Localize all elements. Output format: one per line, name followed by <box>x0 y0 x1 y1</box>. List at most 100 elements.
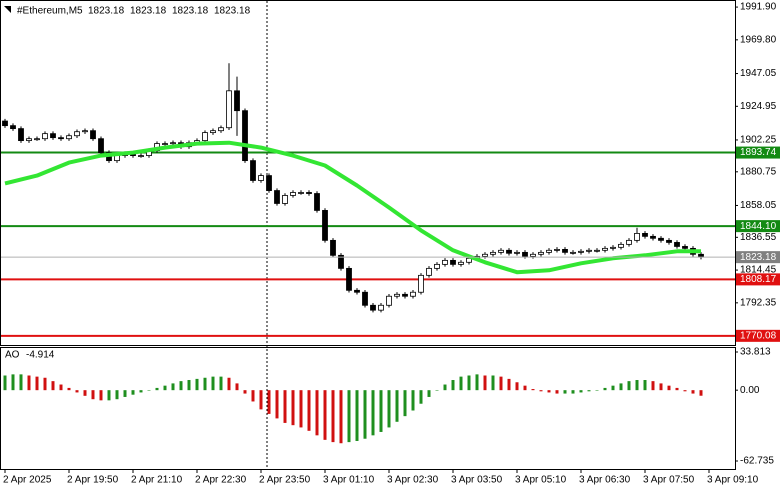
ao-bar <box>627 381 631 391</box>
ao-bar <box>699 390 703 396</box>
ao-bar <box>187 380 191 391</box>
candle-body <box>314 193 320 211</box>
candle-body <box>282 195 288 204</box>
ao-bar <box>675 387 679 391</box>
ao-bar <box>683 390 687 392</box>
candle-body <box>618 243 624 248</box>
ao-tick-label: 33.813 <box>740 347 771 358</box>
x-tick-label: 3 Apr 06:30 <box>579 475 631 486</box>
moving-average <box>4 140 701 275</box>
ao-bar <box>203 377 207 391</box>
ao-bar <box>339 390 343 444</box>
x-tick-label: 3 Apr 02:30 <box>387 475 439 486</box>
candle-body <box>418 274 424 293</box>
ao-bar <box>19 374 23 391</box>
x-tick-label: 3 Apr 05:10 <box>515 475 567 486</box>
candle-body <box>250 160 256 181</box>
candle-body <box>394 293 400 297</box>
ao-bar <box>603 387 607 391</box>
ao-bar <box>643 380 647 391</box>
y-tick-label: 1902.25 <box>740 135 777 146</box>
candle-body <box>666 239 672 243</box>
ao-bar <box>323 390 327 440</box>
candle-body <box>354 289 360 293</box>
ao-bar <box>387 390 391 428</box>
ao-bar <box>139 390 143 393</box>
x-tick-label: 2 Apr 21:10 <box>131 475 183 486</box>
level-label-box <box>736 273 780 286</box>
candle-body <box>522 251 528 257</box>
ao-panel-frame <box>0 347 736 470</box>
candle-body <box>322 210 328 241</box>
ao-bar <box>291 390 295 426</box>
ao-bar <box>579 390 583 393</box>
ao-bar <box>83 390 87 396</box>
candle-body <box>10 125 16 130</box>
ao-bar <box>483 375 487 391</box>
ao-bar <box>315 390 319 436</box>
ao-bar <box>299 390 303 428</box>
ao-bar <box>371 390 375 436</box>
candle-body <box>370 304 376 311</box>
x-tick-label: 2 Apr 2025 <box>3 475 52 486</box>
candle-body <box>682 246 688 249</box>
ao-bar <box>67 387 71 391</box>
candle-body <box>626 239 632 245</box>
ao-bar <box>267 390 271 414</box>
candle-body <box>338 254 344 269</box>
level-label: 1770.08 <box>740 330 777 341</box>
candle-body <box>18 128 24 142</box>
candle-body <box>634 232 640 241</box>
quote-value: 1823.18 <box>88 6 125 17</box>
y-tick-label: 1947.05 <box>740 68 777 79</box>
ao-bar <box>155 387 159 391</box>
candle-body <box>26 138 32 142</box>
candle-body <box>346 267 352 291</box>
candle-body <box>570 251 576 254</box>
x-tick-label: 2 Apr 22:30 <box>195 475 247 486</box>
candle-body <box>218 127 224 132</box>
ao-bar <box>379 390 383 432</box>
ao-name: AO <box>5 350 20 361</box>
ao-bar <box>147 390 151 391</box>
ao-bar <box>531 389 535 391</box>
ao-bar <box>115 390 119 400</box>
x-tick-label: 3 Apr 01:10 <box>323 475 375 486</box>
candle-body <box>90 130 96 140</box>
ao-bar <box>347 390 351 443</box>
ao-bar <box>179 381 183 391</box>
ao-bar <box>331 390 335 443</box>
ao-tick-label: -62.735 <box>740 456 774 467</box>
candle-body <box>650 235 656 239</box>
ao-bar <box>411 390 415 411</box>
ao-bar <box>91 390 95 400</box>
ao-bar <box>59 384 63 391</box>
ao-bar <box>451 380 455 391</box>
candle-body <box>202 132 208 142</box>
level-label: 1844.10 <box>740 221 777 232</box>
ao-bar <box>475 374 479 391</box>
level-label-box <box>736 329 780 342</box>
candle-body <box>74 131 80 137</box>
level-label-box <box>736 220 780 233</box>
ao-bar <box>163 385 167 391</box>
candle-body <box>410 291 416 297</box>
candle-body <box>138 155 144 157</box>
ao-tick-label: 0.00 <box>740 385 760 396</box>
ao-bar <box>243 390 247 394</box>
ao-current-value: -4.914 <box>26 350 55 361</box>
ao-bar <box>419 390 423 404</box>
candle-body <box>386 295 392 306</box>
x-tick-label: 2 Apr 23:50 <box>259 475 311 486</box>
candle-body <box>642 232 648 237</box>
candle-body <box>426 267 432 276</box>
ao-bar <box>507 378 511 391</box>
candle-body <box>378 304 384 311</box>
candle-body <box>242 110 248 162</box>
ao-bar <box>259 390 263 410</box>
candle-body <box>514 251 520 254</box>
candle-body <box>538 251 544 255</box>
ao-bar <box>587 390 591 392</box>
price-panel-frame <box>0 0 736 346</box>
